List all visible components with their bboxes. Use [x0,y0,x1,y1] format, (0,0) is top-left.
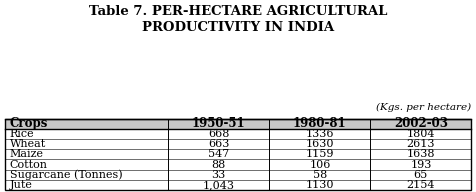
Text: 1950-51: 1950-51 [192,118,246,131]
Text: Sugarcane (Tonnes): Sugarcane (Tonnes) [10,170,122,180]
Text: 1638: 1638 [407,149,435,159]
Text: 1980-81: 1980-81 [293,118,347,131]
Text: 106: 106 [309,160,330,170]
Text: 2154: 2154 [407,180,435,190]
Text: 1130: 1130 [306,180,334,190]
Text: 547: 547 [208,149,229,159]
Text: 65: 65 [414,170,428,180]
Text: Cotton: Cotton [10,160,48,170]
Text: Wheat: Wheat [10,139,46,149]
Text: (Kgs. per hectare): (Kgs. per hectare) [376,103,471,112]
Text: 1630: 1630 [306,139,334,149]
Text: 1159: 1159 [306,149,334,159]
Text: 1,043: 1,043 [203,180,235,190]
Text: 33: 33 [211,170,226,180]
Text: 1336: 1336 [306,129,334,139]
Text: Table 7. PER-HECTARE AGRICULTURAL
PRODUCTIVITY IN INDIA: Table 7. PER-HECTARE AGRICULTURAL PRODUC… [89,5,387,34]
Text: Crops: Crops [10,118,48,131]
Text: 663: 663 [208,139,229,149]
Text: 1804: 1804 [407,129,435,139]
Text: Rice: Rice [10,129,34,139]
Text: 668: 668 [208,129,229,139]
Text: Jute: Jute [10,180,32,190]
Text: Maize: Maize [10,149,43,159]
Text: 88: 88 [211,160,226,170]
Text: 58: 58 [313,170,327,180]
Text: 2613: 2613 [407,139,435,149]
Text: 193: 193 [410,160,432,170]
Text: 2002-03: 2002-03 [394,118,448,131]
